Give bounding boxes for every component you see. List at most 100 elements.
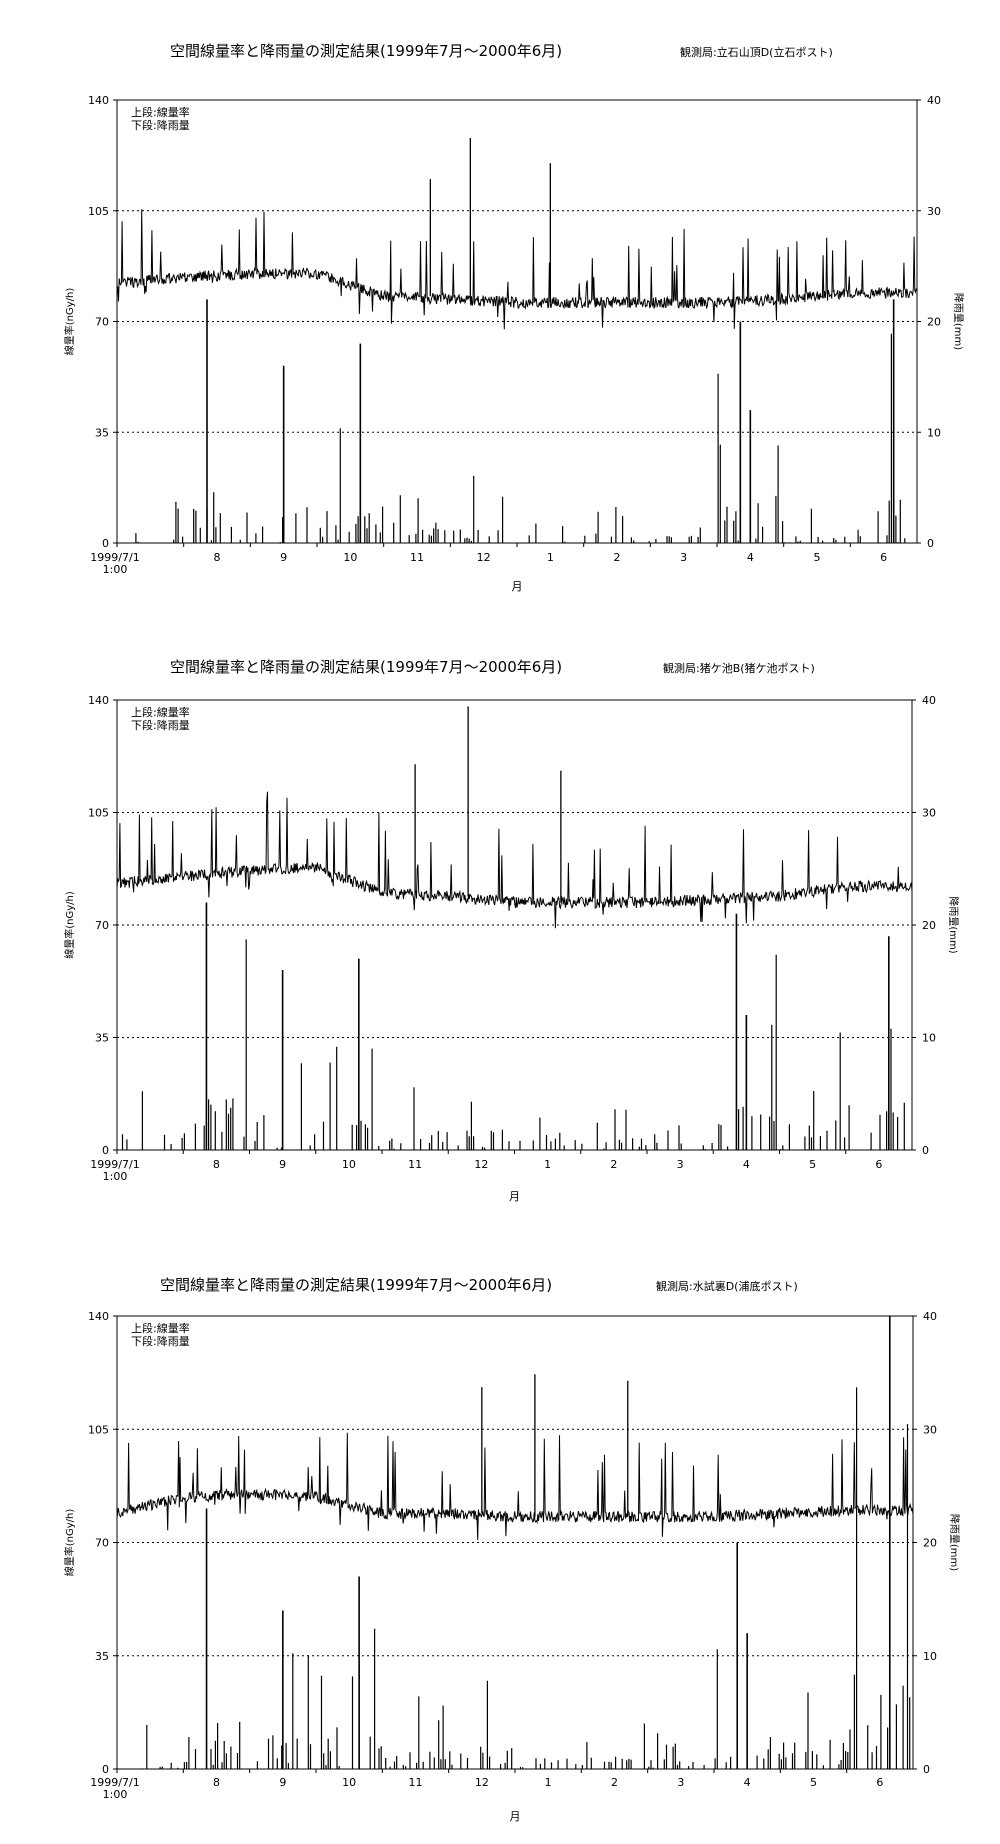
chart-panel-3: 空間線量率と降雨量の測定結果(1999年7月～2000年6月) 観測局:水試裏D(… — [63, 1276, 961, 1823]
left-tick-label: 70 — [95, 1537, 109, 1550]
charts-root: 空間線量率と降雨量の測定結果(1999年7月～2000年6月) 観測局:立石山頂D… — [63, 42, 965, 1823]
legend-entry: 上段:線量率 — [131, 705, 190, 719]
dose-rate-line — [116, 791, 913, 929]
x-axis-label: 月 — [512, 580, 523, 593]
right-tick-label: 0 — [923, 1763, 930, 1776]
y-axis-right-label: 降雨量(mm) — [948, 1514, 961, 1571]
y-axis-right-label: 降雨量(mm) — [952, 293, 965, 350]
legend-entry: 下段:降雨量 — [131, 1334, 190, 1348]
x-tick-label: 2 — [610, 1158, 617, 1171]
y-axis-left-label: 線量率(nGy/h) — [63, 288, 76, 356]
station-label: 観測局:猪ケ池B(猪ケ池ポスト) — [663, 661, 815, 675]
left-tick-label: 0 — [102, 537, 109, 550]
x-tick-label: 3 — [680, 551, 687, 564]
x-tick-label: 3 — [677, 1158, 684, 1171]
left-tick-label: 105 — [88, 1423, 109, 1436]
left-tick-label: 35 — [95, 426, 109, 439]
rainfall-bars — [135, 333, 906, 543]
x-tick-label: 1 — [544, 1158, 551, 1171]
series-rainfall — [141, 1316, 911, 1769]
x-tick-label: 2 — [614, 551, 621, 564]
x-tick-label: 4 — [744, 1776, 751, 1789]
left-tick-label: 70 — [95, 919, 109, 932]
right-tick-label: 10 — [923, 1650, 937, 1663]
rainfall-bars — [121, 939, 905, 1150]
right-tick-label: 30 — [922, 807, 936, 820]
right-tick-label: 0 — [922, 1144, 929, 1157]
y-axis-left-label: 線量率(nGy/h) — [63, 1509, 76, 1577]
x-tick-label: 6 — [876, 1776, 883, 1789]
right-tick-label: 10 — [927, 426, 941, 439]
left-tick-label: 35 — [95, 1650, 109, 1663]
x-tick-label: 3 — [677, 1776, 684, 1789]
station-label: 観測局:水試裏D(浦底ポスト) — [656, 1279, 798, 1293]
x-tick-label: 1 — [545, 1776, 552, 1789]
left-tick-label: 35 — [95, 1032, 109, 1045]
series-dose-rate — [116, 137, 918, 330]
x-tick-label: 9 — [279, 1158, 286, 1171]
x-tick-label: 9 — [279, 1776, 286, 1789]
right-tick-label: 20 — [923, 1537, 937, 1550]
x-tick-label: 10 — [343, 551, 357, 564]
legend-entry: 上段:線量率 — [131, 1321, 190, 1335]
x-tick-label: 8 — [214, 551, 221, 564]
dose-rate-line — [116, 1432, 914, 1541]
series-dose-rate — [116, 706, 913, 929]
x-tick-label-time: 1:00 — [103, 1788, 128, 1801]
x-tick-label: 4 — [743, 1158, 750, 1171]
x-tick-label: 10 — [342, 1776, 356, 1789]
x-tick-label: 11 — [410, 551, 424, 564]
left-tick-label: 0 — [102, 1144, 109, 1157]
legend-entry: 下段:降雨量 — [131, 718, 190, 732]
series-rainfall — [121, 902, 905, 1150]
right-tick-label: 40 — [927, 94, 941, 107]
x-tick-label: 9 — [280, 551, 287, 564]
left-tick-label: 140 — [88, 1310, 109, 1323]
x-tick-label: 1999/7/1 — [90, 551, 139, 564]
dose-rate-line — [116, 209, 918, 330]
chart-title: 空間線量率と降雨量の測定結果(1999年7月～2000年6月) — [170, 658, 562, 676]
x-tick-label: 12 — [475, 1776, 489, 1789]
x-tick-label: 8 — [213, 1776, 220, 1789]
legend-entry: 上段:線量率 — [131, 105, 190, 119]
chart-panel-2: 空間線量率と降雨量の測定結果(1999年7月～2000年6月) 観測局:猪ケ池B(… — [63, 658, 960, 1203]
x-tick-label: 12 — [474, 1158, 488, 1171]
x-tick-label-time: 1:00 — [103, 563, 128, 576]
chart-title: 空間線量率と降雨量の測定結果(1999年7月～2000年6月) — [170, 42, 562, 60]
left-tick-label: 105 — [88, 807, 109, 820]
right-tick-label: 10 — [922, 1032, 936, 1045]
right-tick-label: 30 — [923, 1423, 937, 1436]
right-tick-label: 20 — [922, 919, 936, 932]
x-tick-label: 1 — [547, 551, 554, 564]
y-axis-left-label: 線量率(nGy/h) — [63, 891, 76, 959]
x-tick-label: 12 — [477, 551, 491, 564]
right-tick-label: 40 — [922, 694, 936, 707]
x-tick-label: 11 — [408, 1158, 422, 1171]
x-tick-label: 4 — [747, 551, 754, 564]
left-tick-label: 105 — [88, 205, 109, 218]
left-tick-label: 140 — [88, 94, 109, 107]
x-tick-label: 1999/7/1 — [90, 1776, 139, 1789]
x-tick-label: 11 — [409, 1776, 423, 1789]
right-tick-label: 0 — [927, 537, 934, 550]
x-tick-label: 5 — [814, 551, 821, 564]
series-rainfall — [135, 299, 906, 543]
right-tick-label: 20 — [927, 316, 941, 329]
x-tick-label: 8 — [213, 1158, 220, 1171]
right-tick-label: 40 — [923, 1310, 937, 1323]
left-tick-label: 140 — [88, 694, 109, 707]
x-tick-label: 6 — [875, 1158, 882, 1171]
rainfall-bars — [141, 1387, 911, 1769]
x-axis-label: 月 — [510, 1810, 521, 1823]
series-dose-rate — [116, 1374, 914, 1541]
chart-title: 空間線量率と降雨量の測定結果(1999年7月～2000年6月) — [160, 1276, 552, 1294]
x-tick-label: 10 — [342, 1158, 356, 1171]
x-tick-label: 6 — [880, 551, 887, 564]
y-axis-right-label: 降雨量(mm) — [947, 896, 960, 953]
x-tick-label: 5 — [809, 1158, 816, 1171]
x-tick-label: 1999/7/1 — [90, 1158, 139, 1171]
right-tick-label: 30 — [927, 205, 941, 218]
left-tick-label: 0 — [102, 1763, 109, 1776]
